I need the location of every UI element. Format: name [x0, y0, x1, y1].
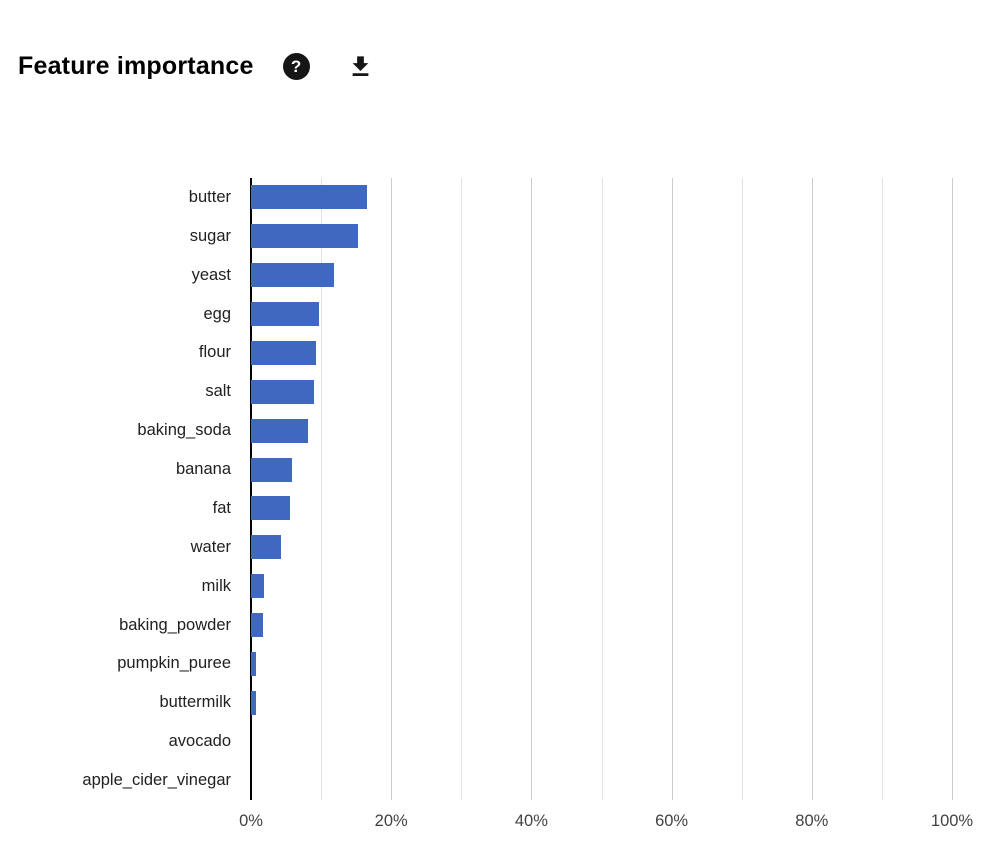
chart-row: fat — [0, 489, 1000, 528]
x-axis-tick-label: 0% — [239, 812, 263, 830]
y-axis-label: banana — [175, 460, 231, 479]
chart-row: egg — [0, 295, 1000, 334]
bar-track — [251, 528, 952, 567]
gridline-major — [811, 178, 813, 800]
y-axis-label: yeast — [191, 265, 231, 284]
x-axis-tick-label: 40% — [514, 812, 548, 830]
chart-header: Feature importance ? — [18, 48, 374, 84]
bar[interactable] — [251, 613, 263, 638]
bar[interactable] — [251, 263, 335, 288]
chart-row: apple_cider_vinegar — [0, 761, 1000, 800]
x-axis-tick-label: 80% — [795, 812, 829, 830]
y-axis-label: pumpkin_puree — [117, 654, 231, 673]
bar[interactable] — [251, 496, 290, 521]
download-icon[interactable] — [347, 53, 374, 80]
bar-track — [251, 334, 952, 373]
bar[interactable] — [251, 651, 256, 676]
bar[interactable] — [251, 418, 308, 443]
bar-track — [251, 489, 952, 528]
x-axis-labels: 0% 20% 40% 60% 80% 100% — [239, 812, 973, 838]
gridline-minor — [461, 178, 463, 800]
y-axis-label: milk — [201, 576, 231, 595]
bar[interactable] — [251, 379, 315, 404]
chart-row: baking_powder — [0, 606, 1000, 645]
x-axis-tick-label: 60% — [655, 812, 689, 830]
chart-row: pumpkin_puree — [0, 645, 1000, 684]
chart-title: Feature importance — [18, 51, 254, 80]
gridlines — [250, 178, 953, 800]
gridline-major — [952, 178, 953, 800]
gridline-minor — [881, 178, 883, 800]
bar[interactable] — [251, 574, 265, 599]
bar[interactable] — [251, 457, 292, 482]
gridline-major — [671, 178, 673, 800]
bar-track — [251, 450, 952, 489]
bar-track — [251, 217, 952, 256]
bar-track — [251, 411, 952, 450]
y-axis-label: water — [190, 537, 231, 556]
bar[interactable] — [251, 690, 256, 715]
bar[interactable] — [251, 340, 317, 365]
bar[interactable] — [251, 535, 282, 560]
y-axis-line — [250, 178, 252, 800]
gridline-minor — [601, 178, 603, 800]
gridline-minor — [741, 178, 743, 800]
chart-row: salt — [0, 372, 1000, 411]
x-axis-tick-label: 100% — [930, 812, 974, 830]
bar-track — [251, 606, 952, 645]
chart-row: water — [0, 528, 1000, 567]
bar-track — [251, 645, 952, 684]
bar-track — [251, 567, 952, 606]
help-icon[interactable]: ? — [282, 52, 310, 80]
chart-row: banana — [0, 450, 1000, 489]
bar-track — [251, 683, 952, 722]
chart-row: buttermilk — [0, 683, 1000, 722]
chart-row: flour — [0, 334, 1000, 373]
gridline-major — [391, 178, 393, 800]
y-axis-label: apple_cider_vinegar — [82, 771, 231, 790]
chart-row: milk — [0, 567, 1000, 606]
bar[interactable] — [251, 302, 319, 327]
bar[interactable] — [251, 185, 367, 210]
bar-track — [251, 372, 952, 411]
y-axis-label: egg — [203, 304, 231, 323]
gridline-minor — [321, 178, 323, 800]
y-axis-label: sugar — [189, 226, 231, 245]
bar-track — [251, 722, 952, 761]
gridline-major — [531, 178, 533, 800]
x-axis-tick-label: 20% — [374, 812, 408, 830]
chart-row: yeast — [0, 256, 1000, 295]
y-axis-label: flour — [198, 343, 231, 362]
y-axis-label: salt — [205, 382, 231, 401]
y-axis-label: butter — [188, 187, 231, 206]
y-axis-label: baking_soda — [137, 421, 231, 440]
y-axis-label: baking_powder — [119, 615, 231, 634]
chart-row: baking_soda — [0, 411, 1000, 450]
chart-row: butter — [0, 178, 1000, 217]
bar-track — [251, 761, 952, 800]
chart-row: avocado — [0, 722, 1000, 761]
y-axis-label: buttermilk — [159, 693, 231, 712]
bar-track — [251, 256, 952, 295]
y-axis-label: fat — [212, 498, 231, 517]
help-glyph: ? — [290, 56, 302, 76]
chart-row: sugar — [0, 217, 1000, 256]
bar-track — [251, 178, 952, 217]
bar-track — [251, 295, 952, 334]
y-axis-label: avocado — [168, 732, 231, 751]
bar[interactable] — [251, 224, 358, 249]
